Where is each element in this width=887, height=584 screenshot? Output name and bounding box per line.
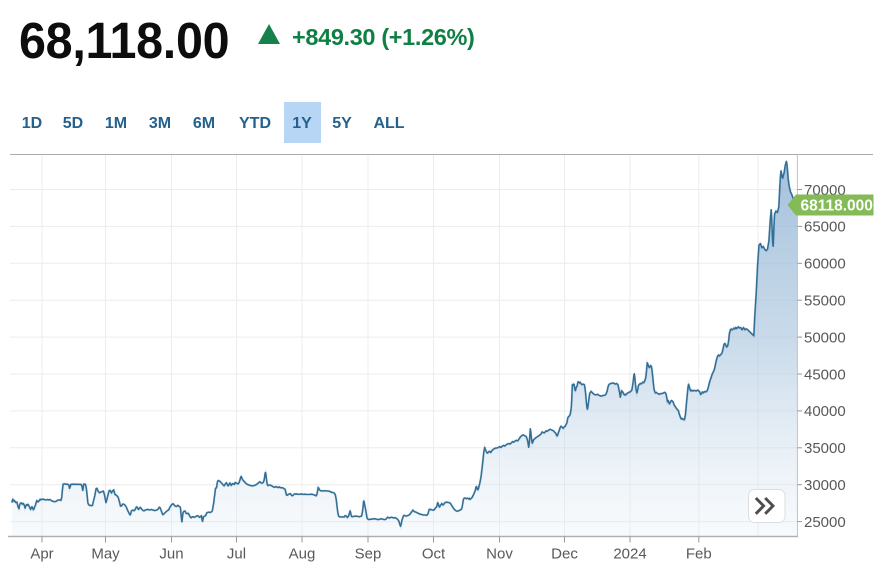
svg-text:Feb: Feb — [686, 546, 712, 563]
svg-text:Jul: Jul — [227, 546, 246, 563]
svg-text:45000: 45000 — [804, 366, 846, 383]
svg-text:May: May — [91, 546, 120, 563]
svg-text:30000: 30000 — [804, 477, 846, 494]
svg-text:Nov: Nov — [486, 546, 513, 563]
svg-text:Aug: Aug — [289, 546, 316, 563]
svg-text:35000: 35000 — [804, 440, 846, 457]
svg-text:25000: 25000 — [804, 514, 846, 531]
svg-text:Dec: Dec — [551, 546, 578, 563]
svg-text:40000: 40000 — [804, 403, 846, 420]
svg-text:68118.000: 68118.000 — [801, 197, 873, 214]
svg-text:50000: 50000 — [804, 329, 846, 346]
svg-text:Sep: Sep — [355, 546, 382, 563]
svg-text:55000: 55000 — [804, 293, 846, 310]
svg-text:Jun: Jun — [159, 546, 183, 563]
svg-text:65000: 65000 — [804, 219, 846, 236]
svg-text:60000: 60000 — [804, 256, 846, 273]
svg-text:Oct: Oct — [422, 546, 446, 563]
svg-text:Apr: Apr — [30, 546, 53, 563]
svg-text:2024: 2024 — [613, 546, 646, 563]
